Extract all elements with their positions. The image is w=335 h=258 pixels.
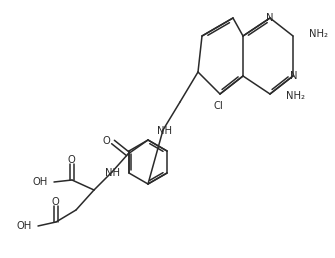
Text: O: O <box>102 136 110 146</box>
Text: N: N <box>266 13 274 23</box>
Text: NH₂: NH₂ <box>286 91 305 101</box>
Text: NH₂: NH₂ <box>309 29 328 39</box>
Text: Cl: Cl <box>213 101 223 111</box>
Text: N: N <box>290 71 298 81</box>
Text: O: O <box>67 155 75 165</box>
Text: OH: OH <box>16 221 31 231</box>
Text: NH: NH <box>106 168 121 178</box>
Text: NH: NH <box>156 126 172 136</box>
Text: OH: OH <box>32 177 48 187</box>
Text: O: O <box>51 197 59 207</box>
